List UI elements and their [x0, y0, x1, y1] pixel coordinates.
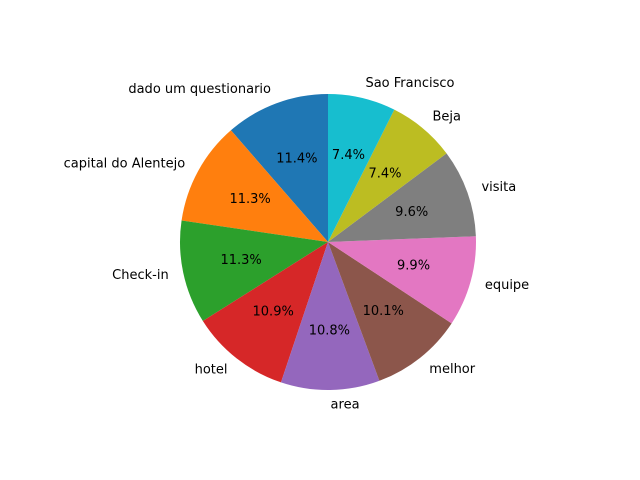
- category-label-check-in: Check-in: [112, 268, 169, 283]
- percent-label-visita: 9.6%: [395, 205, 428, 220]
- category-label-dado-um-questionario: dado um questionario: [128, 82, 271, 97]
- percent-label-melhor: 10.1%: [363, 304, 404, 319]
- category-label-hotel: hotel: [195, 363, 228, 378]
- category-label-melhor: melhor: [429, 362, 475, 377]
- percent-label-area: 10.8%: [309, 323, 350, 338]
- category-label-beja: Beja: [432, 110, 461, 125]
- category-label-area: area: [331, 397, 360, 412]
- percent-label-beja: 7.4%: [368, 166, 401, 181]
- percent-label-sao-francisco: 7.4%: [332, 148, 365, 163]
- category-label-equipe: equipe: [485, 278, 529, 293]
- percent-label-equipe: 9.9%: [397, 258, 430, 273]
- category-label-sao-francisco: Sao Francisco: [365, 76, 454, 91]
- category-label-capital-do-alentejo: capital do Alentejo: [64, 156, 186, 171]
- category-label-visita: visita: [481, 180, 516, 195]
- percent-label-dado-um-questionario: 11.4%: [276, 151, 317, 166]
- percent-label-capital-do-alentejo: 11.3%: [229, 192, 270, 207]
- percent-label-check-in: 11.3%: [220, 253, 261, 268]
- percent-label-hotel: 10.9%: [253, 304, 294, 319]
- pie-slices: [180, 94, 476, 390]
